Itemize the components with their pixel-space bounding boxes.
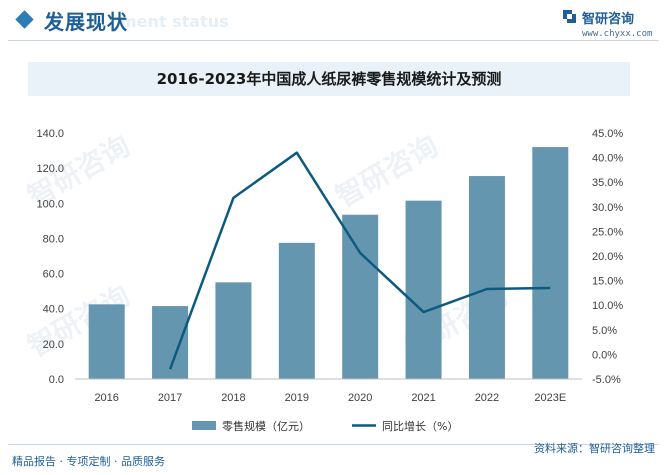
x-tick-label: 2023E: [534, 392, 566, 404]
x-tick-label: 2022: [475, 392, 499, 404]
x-tick-label: 2020: [348, 392, 372, 404]
bar: [405, 200, 442, 379]
header-watermark: ment status: [120, 12, 229, 31]
left-tick-label: 140.0: [36, 128, 64, 140]
x-tick-label: 2021: [411, 392, 435, 404]
bar-series: [88, 147, 569, 379]
header-divider: [8, 40, 659, 41]
header: ment status 发展现状 智研咨询 www.chyxx.com: [0, 0, 667, 44]
chart-title: 2016-2023年中国成人纸尿裤零售规模统计及预测: [156, 70, 502, 88]
left-tick-label: 80.0: [43, 233, 64, 245]
line-series: [168, 151, 551, 370]
logo-name: 智研咨询: [582, 12, 635, 27]
legend: 零售规模（亿元） 同比增长（%）: [192, 419, 458, 433]
bar: [532, 147, 569, 379]
x-tick-label: 2017: [158, 392, 182, 404]
left-tick-label: 0.0: [49, 374, 64, 386]
legend-bar-swatch: [192, 421, 216, 430]
left-axis-ticks: 0.0 20.0 40.0 60.0 80.0 100.0 120.0 140.0: [36, 128, 64, 386]
right-tick-label: 40.0%: [592, 153, 623, 165]
x-axis-ticks: 2016 2017 2018 2019 2020 2021 2022 2023E: [94, 392, 566, 404]
right-tick-label: 10.0%: [592, 300, 623, 312]
bar: [278, 242, 315, 379]
right-tick-label: -5.0%: [592, 374, 621, 386]
left-tick-label: 100.0: [36, 198, 64, 210]
right-tick-label: 35.0%: [592, 177, 623, 189]
bar: [215, 282, 252, 379]
section-title: 发展现状: [44, 10, 128, 34]
left-tick-label: 40.0: [43, 304, 64, 316]
brand-logo: 智研咨询 www.chyxx.com: [561, 5, 661, 41]
right-tick-label: 20.0%: [592, 251, 623, 263]
bar: [342, 214, 379, 379]
right-tick-label: 0.0%: [592, 349, 617, 361]
logo-url: www.chyxx.com: [582, 29, 653, 39]
chart-title-band: 2016-2023年中国成人纸尿裤零售规模统计及预测: [28, 62, 630, 96]
left-tick-label: 20.0: [43, 339, 64, 351]
footer-source: 资料来源：智研咨询整理: [534, 442, 655, 455]
footer-divider: [8, 444, 659, 445]
right-axis-ticks: -5.0% 0.0% 5.0% 10.0% 15.0% 20.0% 25.0% 30.0% 35…: [592, 128, 623, 386]
logo-icon: [561, 8, 578, 25]
right-tick-label: 45.0%: [592, 128, 623, 140]
footer-tagline: 精品报告 · 专项定制 · 品质服务: [12, 455, 165, 468]
bar: [88, 304, 125, 379]
right-tick-label: 25.0%: [592, 226, 623, 238]
left-tick-label: 60.0: [43, 269, 64, 281]
legend-bar-label: 零售规模（亿元）: [222, 419, 310, 433]
right-tick-label: 30.0%: [592, 202, 623, 214]
bar: [468, 176, 505, 379]
right-tick-label: 5.0%: [592, 325, 617, 337]
growth-line: [168, 151, 551, 370]
x-tick-label: 2019: [285, 392, 309, 404]
x-tick-label: 2016: [94, 392, 118, 404]
right-tick-label: 15.0%: [592, 276, 623, 288]
x-tick-label: 2018: [221, 392, 245, 404]
legend-line-label: 同比增长（%）: [382, 419, 458, 433]
left-tick-label: 120.0: [36, 163, 64, 175]
